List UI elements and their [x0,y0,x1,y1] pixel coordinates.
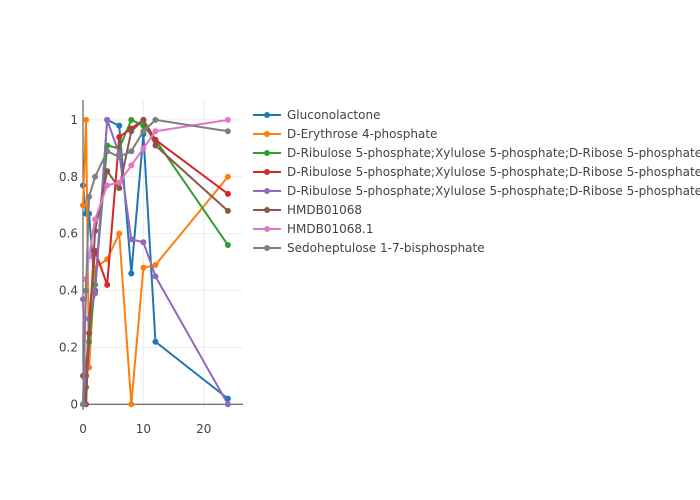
y-tick-label: 0.4 [59,284,78,298]
legend-item-4: D-Ribulose 5-phosphate;Xylulose 5-phosph… [253,184,700,198]
legend-swatch-marker [264,188,270,194]
y-tick-label: 0.6 [59,227,78,241]
series-layer [80,116,231,408]
legend-item-6: HMDB01068.1 [253,222,373,236]
legend: Gluconolactone D-Erythrose 4-phosphate D-R… [253,108,700,255]
legend-swatch-marker [264,207,270,213]
data-point [116,122,123,129]
data-point [224,128,231,135]
data-point [128,401,135,408]
data-point [224,401,231,408]
data-point [104,148,111,155]
legend-item-7: Sedoheptulose 1-7-bisphosphate [253,241,485,255]
data-point [128,236,135,243]
legend-item-5: HMDB01068 [253,203,362,217]
data-point [116,179,123,186]
data-point [86,330,93,337]
data-point [80,401,87,408]
data-point [152,116,159,123]
data-point [140,128,147,135]
data-point [128,148,135,155]
data-point [224,116,231,123]
data-point [140,116,147,123]
data-point [116,230,123,237]
data-point [224,173,231,180]
x-tick-label: 20 [196,422,211,436]
data-point [152,128,159,135]
legend-item-3: D-Ribulose 5-phosphate;Xylulose 5-phosph… [253,165,700,179]
legend-swatch-marker [264,150,270,156]
data-point [152,338,159,345]
legend-item-2: D-Ribulose 5-phosphate;Xylulose 5-phosph… [253,146,700,160]
x-tick-label: 0 [79,422,87,436]
data-point [140,239,147,246]
data-point [104,281,111,288]
data-point [80,296,87,303]
series-line [82,118,229,405]
data-point [116,153,123,160]
legend-swatch-marker [264,245,270,251]
data-point [152,261,159,268]
data-point [128,162,135,169]
data-point [104,168,111,175]
data-point [140,264,147,271]
data-point [80,202,87,209]
data-point [83,116,90,123]
legend-swatch-marker [264,131,270,137]
x-tick-label: 10 [136,422,151,436]
legend-label: D-Ribulose 5-phosphate;Xylulose 5-phosph… [287,165,700,179]
legend-label: HMDB01068 [287,203,362,217]
data-point [224,207,231,214]
data-point [128,128,135,135]
y-tick-label: 1 [70,113,78,127]
legend-label: HMDB01068.1 [287,222,373,236]
legend-label: D-Ribulose 5-phosphate;Xylulose 5-phosph… [287,146,700,160]
legend-label: D-Erythrose 4-phosphate [287,127,437,141]
data-point [116,185,123,192]
data-point [116,133,123,140]
data-point [92,216,99,223]
series-line [82,118,229,406]
legend-item-0: Gluconolactone [253,108,380,122]
data-point [86,193,93,200]
legend-label: Sedoheptulose 1-7-bisphosphate [287,241,485,255]
legend-label: Gluconolactone [287,108,380,122]
data-point [128,270,135,277]
axes [80,100,243,410]
data-point [224,190,231,197]
data-point [104,182,111,189]
legend-label: D-Ribulose 5-phosphate;Xylulose 5-phosph… [287,184,700,198]
data-point [83,287,90,294]
y-tick-label: 0 [70,397,78,411]
tick-labels: 00.20.40.60.810 10 20 [59,113,211,436]
legend-swatch-marker [264,112,270,118]
legend-swatch-marker [264,226,270,232]
data-point [152,142,159,149]
legend-swatch-marker [264,169,270,175]
data-point [92,290,99,297]
series-7 [80,116,231,408]
y-tick-label: 0.8 [59,170,78,184]
data-point [152,273,159,280]
data-point [92,173,99,180]
data-point [128,116,135,123]
y-tick-label: 0.2 [59,340,78,354]
data-point [140,145,147,152]
legend-item-1: D-Erythrose 4-phosphate [253,127,437,141]
data-point [104,116,111,123]
data-point [224,242,231,249]
